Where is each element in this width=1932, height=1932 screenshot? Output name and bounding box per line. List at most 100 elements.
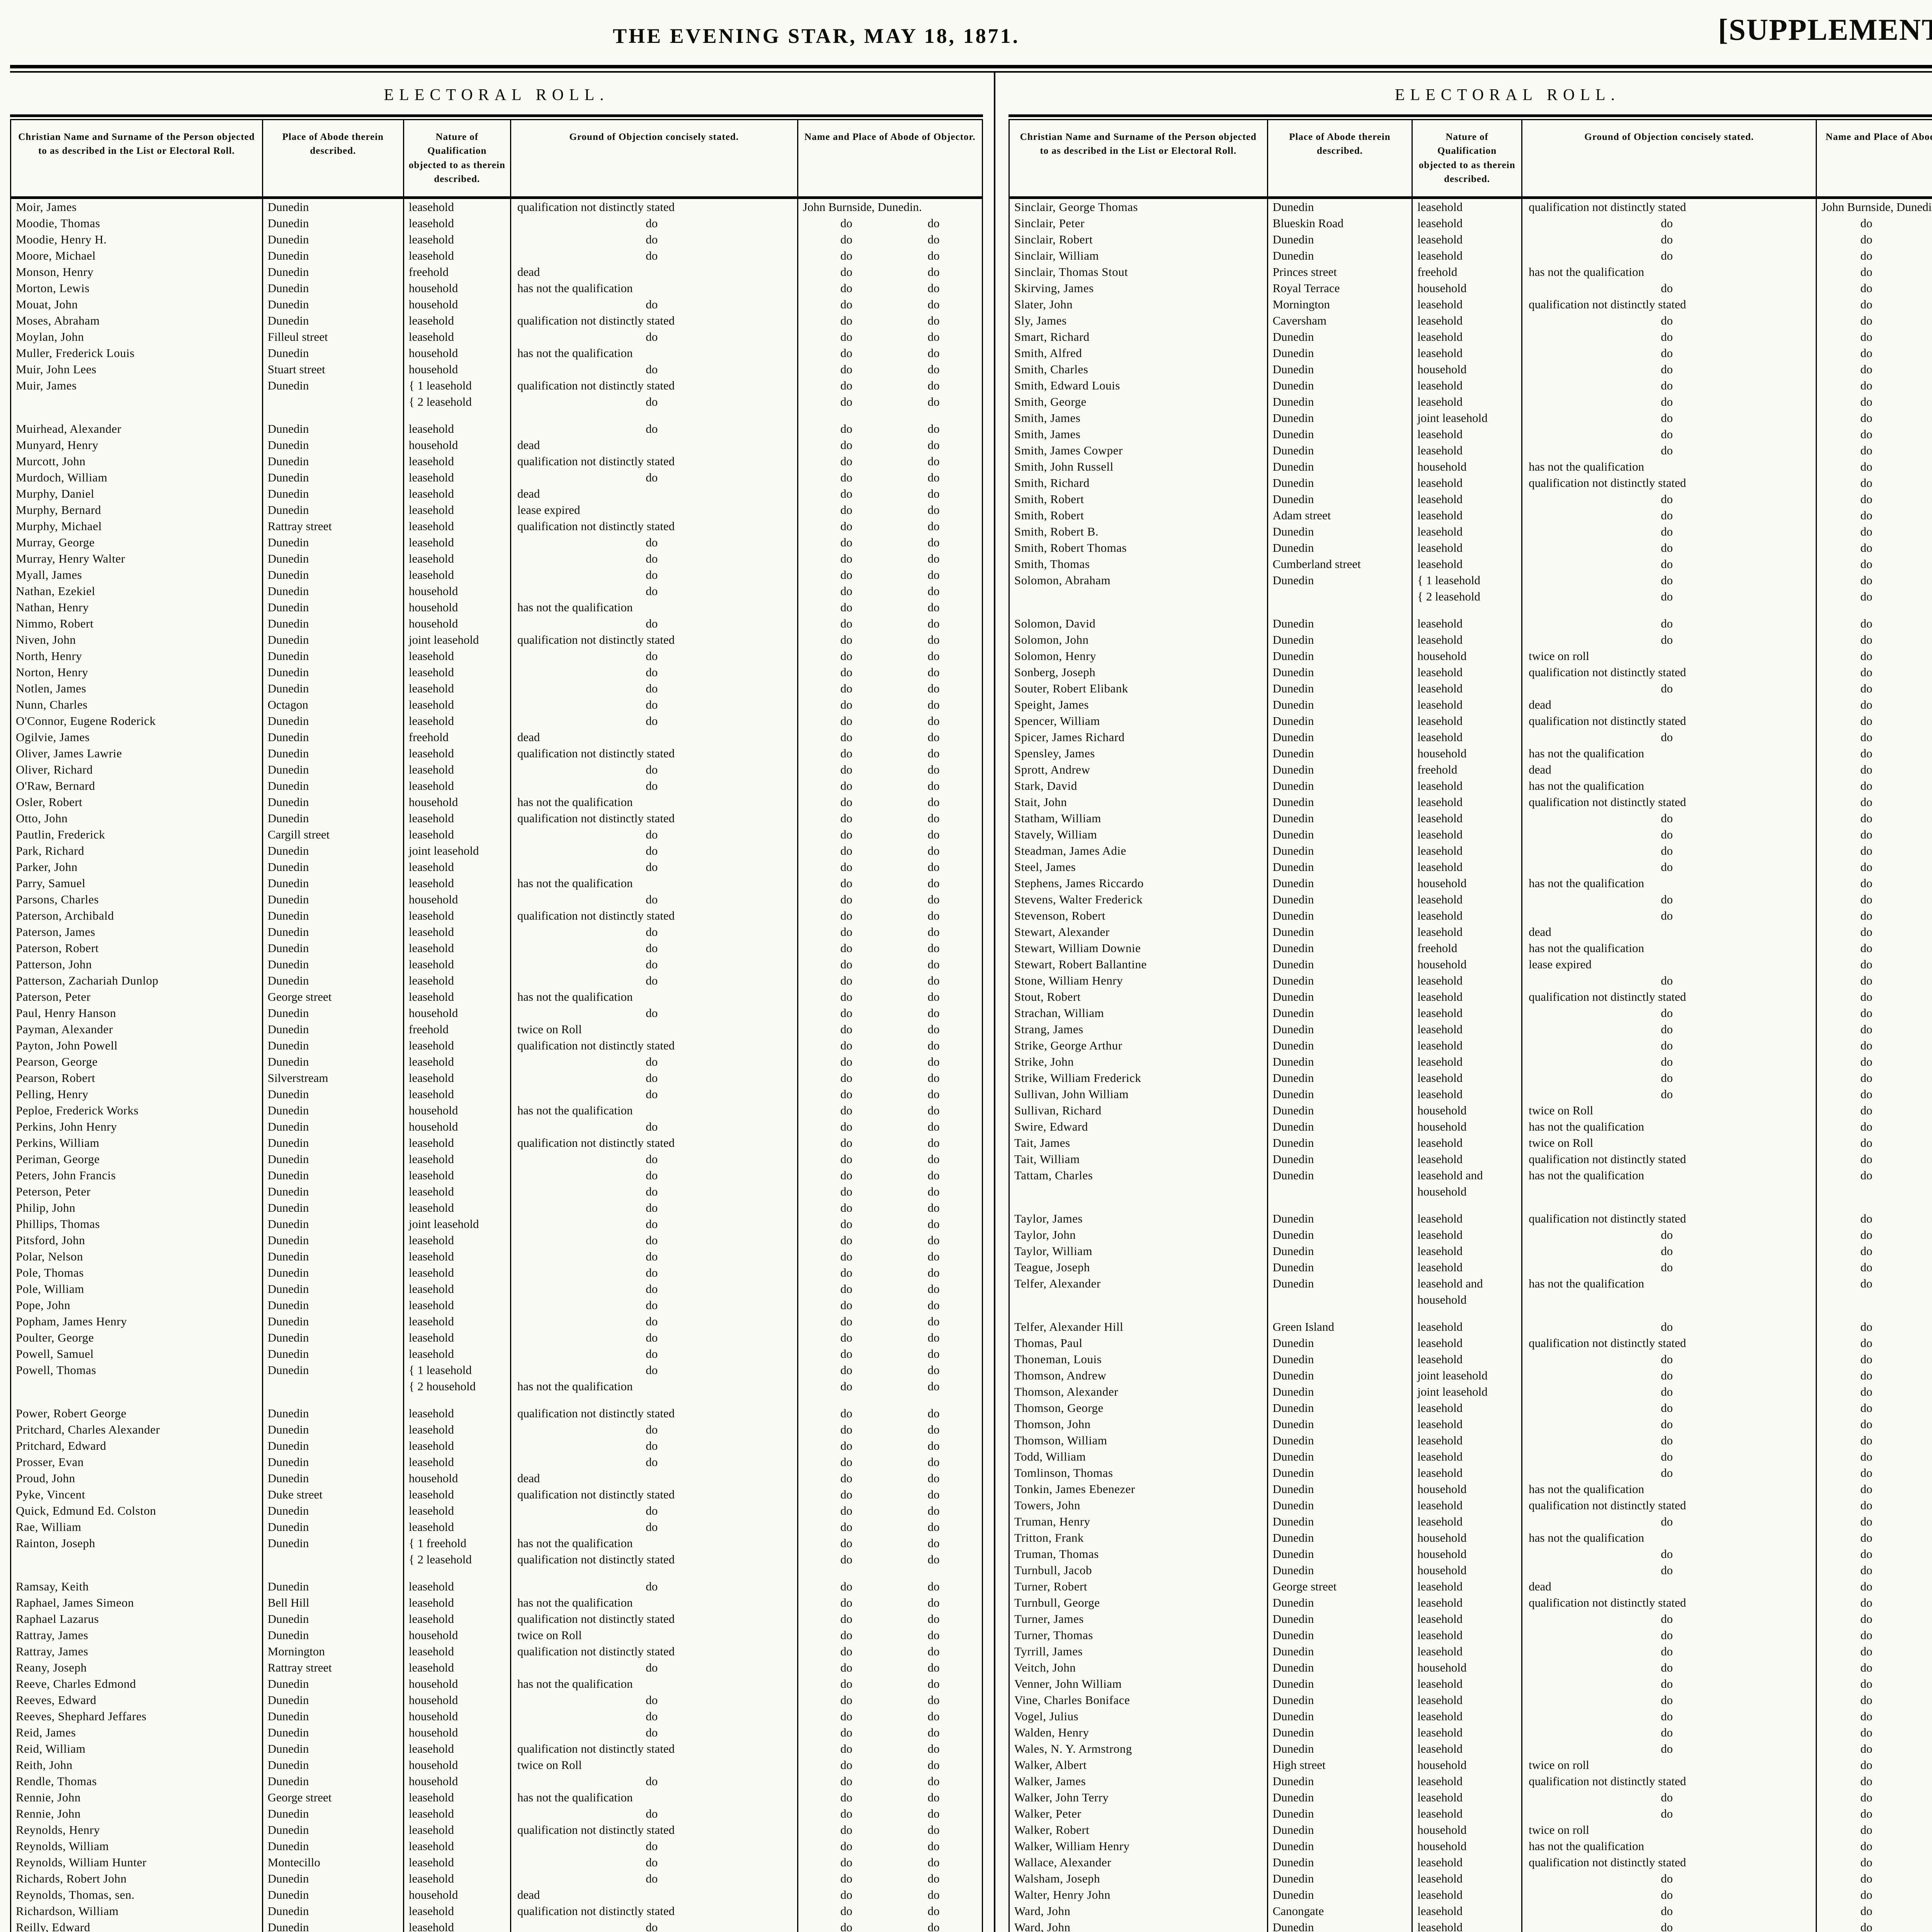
cell-ground: qualification not distinctly stated — [511, 1741, 798, 1757]
cell-nature: leasehold — [404, 1519, 511, 1535]
cell-abode: Dunedin — [263, 1037, 404, 1054]
ditto-mark: do — [840, 1315, 852, 1328]
cell-abode: Dunedin — [263, 908, 404, 924]
cell-ground: qualification not distinctly stated — [511, 1037, 798, 1054]
cell-name: Stone, William Henry — [1009, 973, 1268, 989]
cell-ground: do — [511, 583, 798, 599]
cell-abode: Dunedin — [1268, 1481, 1413, 1497]
table-row: Peters, John Francis Dunedin leasehold do do… — [10, 1167, 983, 1184]
cell-name: Paterson, Peter — [10, 989, 263, 1005]
cell-nature: leasehold — [404, 1086, 511, 1102]
ditto-mark: do — [927, 519, 940, 533]
cell-abode: Dunedin — [263, 794, 404, 810]
ditto-mark: do — [1860, 1872, 1872, 1885]
cell-ground: do — [511, 248, 798, 264]
cell-ground: do — [1522, 1432, 1817, 1449]
ditto-mark: do — [927, 1807, 940, 1820]
cell-name: Smith, Charles — [1009, 361, 1268, 378]
cell-nature: { 2 leasehold — [1413, 588, 1523, 605]
cell-nature: household — [404, 1708, 511, 1725]
ditto-mark: do — [840, 1439, 852, 1452]
cell-name: Payman, Alexander — [10, 1021, 263, 1037]
cell-ground: do — [511, 924, 798, 940]
ditto-mark: do — [927, 600, 940, 614]
cell-name: Moodie, Thomas — [10, 215, 263, 231]
ditto-mark: do — [1860, 1709, 1872, 1723]
cell-abode: Dunedin — [263, 1405, 404, 1422]
cell-nature: leasehold — [404, 827, 511, 843]
cell-ground: do — [1522, 231, 1817, 248]
cell-ground: dead — [511, 729, 798, 745]
cell-ground: has not the qualification — [511, 1535, 798, 1551]
ditto-mark: do — [1860, 1628, 1872, 1642]
ditto-mark: do — [927, 1823, 940, 1837]
cell-abode: Rattray street — [263, 1660, 404, 1676]
cell-abode: Dunedin — [263, 1184, 404, 1200]
table-row: Vine, Charles Boniface Dunedin leasehold do… — [1009, 1692, 1932, 1708]
cell-name: Muller, Frederick Louis — [10, 345, 263, 361]
table-row: Munyard, Henry Dunedin household dead do do — [10, 437, 983, 453]
cell-ground: do — [511, 1725, 798, 1741]
section-gap-row — [1009, 605, 1932, 616]
cell-nature: leasehold — [404, 973, 511, 989]
cell-ground: has not the qualification — [1522, 778, 1817, 794]
cell-ground: dead — [1522, 697, 1817, 713]
ditto-mark: do — [1860, 779, 1872, 793]
cell-nature: leasehold — [1413, 199, 1523, 215]
table-row: Rendle, Thomas Dunedin household do do do — [10, 1773, 983, 1789]
cell-ground: do — [1522, 556, 1817, 572]
cell-nature: leasehold — [1413, 1497, 1523, 1514]
cell-name: Tomlinson, Thomas — [1009, 1465, 1268, 1481]
ditto-mark: do — [1860, 1612, 1872, 1626]
cell-name: Walden, Henry — [1009, 1725, 1268, 1741]
cell-nature: leasehold — [404, 1660, 511, 1676]
cell-abode: Dunedin — [263, 534, 404, 551]
cell-abode: Dunedin — [263, 378, 404, 394]
cell-nature: leasehold — [404, 1313, 511, 1330]
cell-abode: Dunedin — [263, 891, 404, 908]
ditto-mark: do — [840, 379, 852, 392]
cell-abode: Dunedin — [1268, 875, 1413, 891]
ditto-mark: do — [927, 395, 940, 408]
cell-ground: do — [511, 1297, 798, 1313]
cell-abode: Dunedin — [1268, 1135, 1413, 1151]
table-row: Solomon, Henry Dunedin household twice on r… — [1009, 648, 1932, 664]
cell-ground: do — [1522, 827, 1817, 843]
table-row: Smith, Richard Dunedin leasehold qualificat… — [1009, 475, 1932, 491]
cell-ground: do — [1522, 378, 1817, 394]
cell-ground: has not the qualification — [511, 794, 798, 810]
table-row: Reeves, Edward Dunedin household do do do — [10, 1692, 983, 1708]
cell-abode: Dunedin — [263, 1297, 404, 1313]
cell-nature: leasehold — [404, 1578, 511, 1595]
cell-ground: has not the qualification — [1522, 745, 1817, 762]
cell-abode: Dunedin — [1268, 1335, 1413, 1351]
cell-name: Oliver, Richard — [10, 762, 263, 778]
ditto-mark: do — [840, 503, 852, 517]
cell-name: Walker, William Henry — [1009, 1838, 1268, 1854]
table-row: Nimmo, Robert Dunedin household do do do — [10, 616, 983, 632]
cell-abode: Adam street — [1268, 507, 1413, 524]
cell-abode: Dunedin — [1268, 859, 1413, 875]
table-row: Stewart, Robert Ballantine Dunedin househo… — [1009, 956, 1932, 973]
ditto-mark: do — [840, 1266, 852, 1279]
section-gap-row — [1009, 1308, 1932, 1319]
cell-nature: joint leasehold — [404, 1216, 511, 1232]
